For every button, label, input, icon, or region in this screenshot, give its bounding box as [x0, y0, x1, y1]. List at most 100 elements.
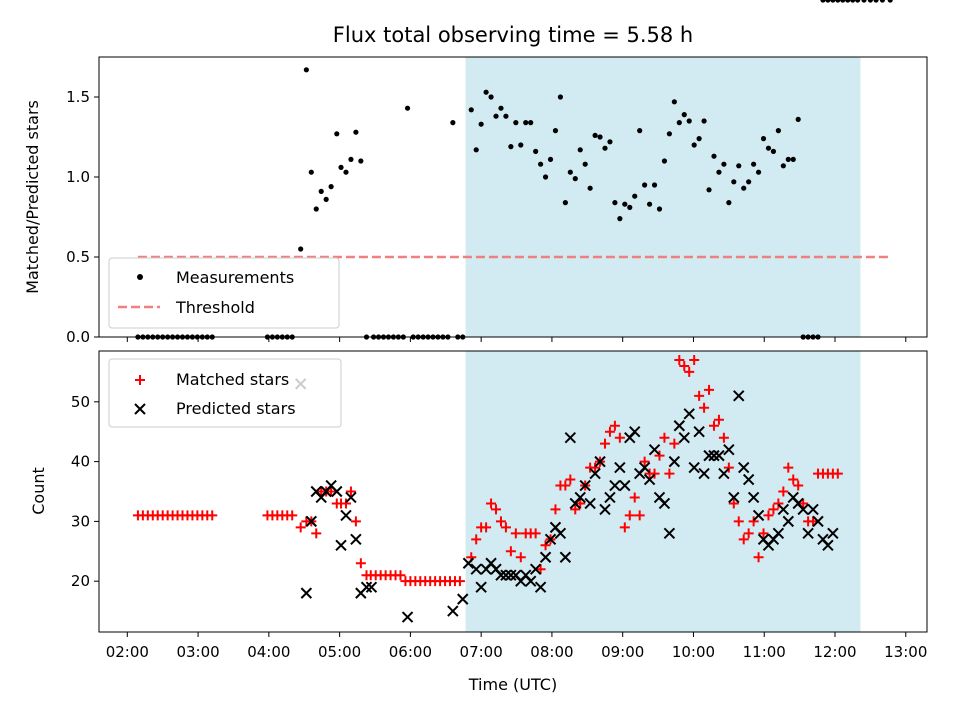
x-tick-label: 04:00 [247, 643, 290, 661]
predicted-star-point [688, 461, 700, 474]
measurement-point [861, 0, 867, 3]
matched-star-point [590, 462, 601, 473]
legend-measurements-marker [137, 274, 143, 280]
measurement-point [731, 179, 737, 185]
bottom-y-tick-label: 40 [71, 453, 90, 471]
predicted-star-point [728, 491, 740, 504]
matched-star-point [500, 522, 511, 533]
measurement-point [661, 158, 668, 164]
measurement-point [850, 0, 856, 3]
matched-star-point [629, 492, 640, 503]
measurement-point [716, 169, 722, 175]
predicted-star-point [554, 527, 567, 540]
predicted-star-point [782, 515, 794, 528]
measurement-point [840, 0, 846, 3]
predicted-star-point [822, 539, 834, 552]
measurement-point [760, 136, 767, 142]
measurement-point [533, 148, 539, 154]
matched-star-point [768, 504, 779, 515]
chart-title: Flux total observing time = 5.58 h [333, 23, 693, 47]
matched-star-point [808, 516, 819, 527]
predicted-star-point [638, 461, 651, 474]
matched-star-point [783, 462, 794, 473]
matched-star-point [664, 468, 675, 479]
predicted-star-point [345, 491, 357, 504]
predicted-star-point [658, 497, 671, 510]
measurement-point [478, 121, 484, 127]
x-tick-label: 02:00 [106, 643, 149, 661]
measurement-point [592, 132, 598, 138]
bottom-y-tick-label: 20 [71, 572, 90, 590]
bottom-panel: 20 30 40 50 02:00 03:00 04:00 05:00 06:00 07:00 0… [29, 351, 928, 694]
predicted-star-point [802, 527, 814, 540]
predicted-star-point [574, 491, 586, 504]
measurement-point [830, 0, 836, 3]
matched-star-point [624, 510, 635, 521]
measurement-point [651, 182, 658, 188]
predicted-star-point [752, 509, 765, 522]
matched-star-point [575, 498, 586, 509]
bottom-y-axis-label: Count [29, 467, 48, 515]
matched-star-point [495, 516, 506, 527]
matched-star-point [704, 384, 715, 395]
predicted-star-point [733, 390, 745, 402]
matched-star-point [540, 540, 551, 551]
legend-matched-label: Matched stars [176, 370, 289, 389]
measurement-point [567, 169, 573, 175]
matched-star-point [295, 522, 306, 533]
measurement-point [780, 163, 786, 169]
matched-star-point [758, 528, 769, 539]
matched-star-point [287, 510, 298, 521]
predicted-star-point [812, 515, 824, 528]
matched-star-point [728, 498, 739, 509]
predicted-star-point [718, 467, 730, 480]
predicted-star-point [609, 479, 621, 492]
matched-star-point [793, 480, 804, 491]
measurement-point [691, 142, 697, 148]
measurement-point [711, 153, 717, 159]
x-tick-label: 13:00 [884, 643, 927, 661]
measurement-point [755, 169, 762, 175]
matched-star-point [345, 486, 356, 497]
measurement-point [741, 185, 747, 191]
predicted-star-point [462, 557, 475, 569]
matched-star-point [326, 486, 337, 497]
measurement-point [303, 67, 309, 73]
x-tick-label: 12:00 [813, 643, 856, 661]
measurement-point [483, 89, 489, 95]
predicted-star-point [693, 426, 705, 438]
measurement-point [666, 131, 673, 137]
matched-star-point [763, 510, 774, 521]
predicted-star-point [673, 420, 686, 432]
predicted-star-point [475, 581, 487, 593]
measurement-point [873, 0, 879, 3]
matched-star-point [486, 498, 497, 509]
matched-star-point [614, 432, 625, 443]
predicted-star-point [648, 443, 661, 456]
measurement-point [353, 129, 359, 135]
measurement-point [493, 113, 499, 119]
predicted-star-point [447, 605, 459, 617]
bottom-y-tick-label: 30 [71, 512, 90, 530]
matched-star-point [748, 516, 759, 527]
predicted-star-point [529, 563, 542, 575]
measurement-point [298, 246, 304, 252]
predicted-star-point [713, 449, 725, 462]
measurement-point [488, 94, 494, 100]
matched-star-point [515, 552, 526, 563]
measurement-point [468, 107, 474, 113]
matched-star-point [505, 546, 516, 557]
measurement-point [696, 136, 702, 142]
predicted-star-point [331, 485, 343, 498]
predicted-star-point [772, 527, 785, 540]
predicted-star-point [738, 461, 750, 474]
predicted-star-point [470, 563, 482, 575]
x-tick-label: 11:00 [743, 643, 786, 661]
measurement-point [627, 204, 633, 210]
predicted-star-point [614, 461, 626, 474]
measurement-point [513, 120, 519, 126]
x-tick-label: 05:00 [318, 643, 361, 661]
matched-star-point [654, 450, 665, 461]
matched-star-point [684, 366, 695, 377]
